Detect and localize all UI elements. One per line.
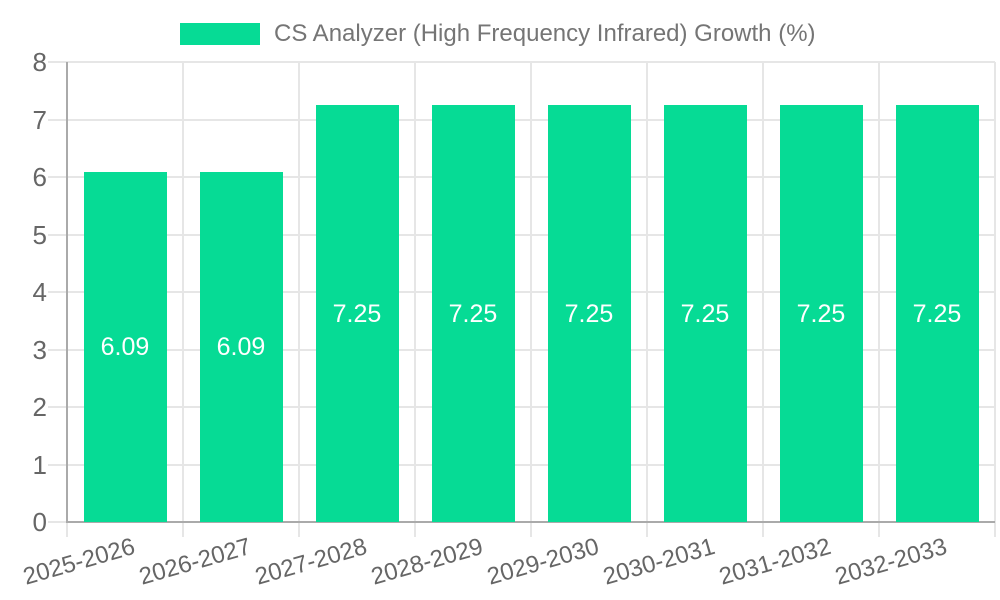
x-tick-label: 2029-2030	[484, 533, 603, 591]
gridline-vertical	[878, 62, 880, 537]
bar-value-label: 6.09	[216, 332, 266, 361]
bar[interactable]	[779, 105, 863, 522]
bar-value-label: 7.25	[680, 299, 730, 328]
bar[interactable]	[315, 105, 399, 522]
gridline-vertical	[414, 62, 416, 537]
bar[interactable]	[895, 105, 979, 522]
y-tick-label: 1	[32, 449, 47, 480]
bar-value-label: 7.25	[564, 299, 614, 328]
bar-value-label: 6.09	[100, 332, 150, 361]
gridline-horizontal	[48, 118, 995, 121]
gridline-horizontal	[48, 463, 995, 466]
x-tick-label: 2031-2032	[716, 533, 835, 591]
y-tick-label: 2	[32, 392, 47, 422]
bar-value-label: 7.25	[332, 299, 382, 328]
gridline-vertical	[994, 62, 996, 537]
x-tick-label: 2025-2026	[20, 533, 139, 591]
y-tick-label: 0	[32, 507, 47, 537]
x-tick-label: 2028-2029	[368, 533, 487, 591]
bar-value-label: 7.25	[448, 299, 498, 328]
bar[interactable]	[199, 171, 283, 522]
gridline-horizontal	[48, 61, 995, 63]
gridline-vertical	[298, 62, 300, 537]
bar-value-label: 7.25	[796, 299, 846, 328]
legend-label: CS Analyzer (High Frequency Infrared) Gr…	[274, 20, 816, 47]
bar[interactable]	[547, 105, 631, 522]
gridline-vertical	[530, 62, 532, 537]
chart-legend[interactable]: CS Analyzer (High Frequency Infrared) Gr…	[180, 20, 816, 48]
y-tick-label: 5	[32, 219, 47, 250]
gridline-horizontal	[48, 176, 995, 178]
gridline-vertical	[182, 62, 184, 537]
x-axis-line	[66, 521, 995, 523]
gridline-vertical	[762, 62, 764, 537]
gridline-horizontal	[48, 348, 995, 351]
gridline-horizontal	[48, 291, 995, 293]
x-tick-label: 2030-2031	[600, 533, 719, 591]
y-tick-label: 6	[32, 162, 47, 192]
x-tick-label: 2032-2033	[832, 533, 951, 591]
legend-swatch-icon	[180, 23, 260, 45]
x-tick-label: 2027-2028	[252, 533, 371, 591]
gridline-horizontal	[48, 233, 995, 236]
bar[interactable]	[431, 105, 515, 522]
y-tick-label: 8	[32, 47, 47, 77]
y-tick-label: 3	[32, 334, 47, 365]
gridline-vertical	[646, 62, 648, 537]
bar[interactable]	[83, 171, 167, 522]
bar-value-label: 7.25	[912, 299, 962, 328]
y-axis-line	[66, 62, 68, 522]
bar[interactable]	[663, 105, 747, 522]
x-tick-label: 2026-2027	[136, 533, 255, 591]
gridline-horizontal	[48, 406, 995, 408]
y-tick-label: 4	[32, 277, 47, 307]
y-tick-label: 7	[32, 104, 47, 135]
